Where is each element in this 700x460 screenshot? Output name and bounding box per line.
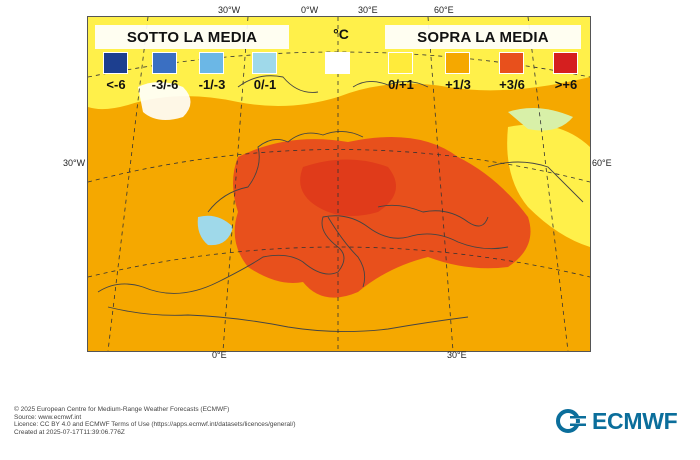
grid-label-bottom: 30°E — [447, 350, 467, 360]
grid-label-top: 30°W — [218, 5, 241, 15]
grid-label-left: 30°W — [63, 158, 86, 168]
legend-swatch-label: >+6 — [554, 77, 578, 92]
attribution-line: © 2025 European Centre for Medium-Range … — [14, 406, 230, 413]
grid-label-top: 30°E — [358, 5, 378, 15]
grid-label-top: 0°W — [301, 5, 319, 15]
legend-swatch-label: <-6 — [106, 77, 126, 92]
ecmwf-logo-icon — [556, 409, 588, 433]
anomaly-zone-neutral-east — [508, 108, 573, 131]
attribution-footer: © 2025 European Centre for Medium-Range … — [14, 406, 296, 436]
anomaly-zone-peak — [300, 159, 396, 216]
legend-swatch-label: 0/+1 — [388, 77, 414, 92]
legend-swatch — [152, 52, 177, 74]
grid-label-right: 60°E — [592, 158, 612, 168]
attribution-line: Created at 2025-07-17T11:39:06.776Z — [14, 428, 125, 436]
grid-label-top: 60°E — [434, 5, 454, 15]
ecmwf-logo: ECMWF — [556, 406, 692, 436]
legend-swatch-label: +3/6 — [499, 77, 525, 92]
attribution-line: Licence: CC BY 4.0 and ECMWF Terms of Us… — [14, 421, 296, 429]
legend-swatch — [325, 52, 350, 74]
grid-label-bottom: 0°E — [212, 350, 227, 360]
legend-swatch — [553, 52, 578, 74]
legend-swatch-label: -3/-6 — [151, 77, 179, 92]
legend-swatch — [499, 52, 524, 74]
legend-swatch-label: 0/-1 — [253, 77, 277, 92]
legend-swatch — [103, 52, 128, 74]
anomaly-zone-cool — [197, 215, 233, 246]
legend-above-title: SOPRA LA MEDIA — [385, 25, 581, 49]
legend-swatch — [445, 52, 470, 74]
legend-swatch — [388, 52, 413, 74]
legend-swatch — [252, 52, 277, 74]
legend-swatch — [199, 52, 224, 74]
legend-swatch-label: +1/3 — [445, 77, 471, 92]
legend-unit: °C — [333, 26, 349, 42]
attribution-line: Source: www.ecmwf.int — [14, 413, 82, 421]
ecmwf-logo-text: ECMWF — [592, 407, 678, 434]
coastlines — [97, 75, 584, 333]
legend-swatch-label: -1/-3 — [198, 77, 226, 92]
legend-below-title: SOTTO LA MEDIA — [95, 25, 289, 49]
legend: SOTTO LA MEDIA °C SOPRA LA MEDIA <-6 -3/-… — [95, 22, 581, 97]
anomaly-zone-neutral — [138, 82, 191, 121]
